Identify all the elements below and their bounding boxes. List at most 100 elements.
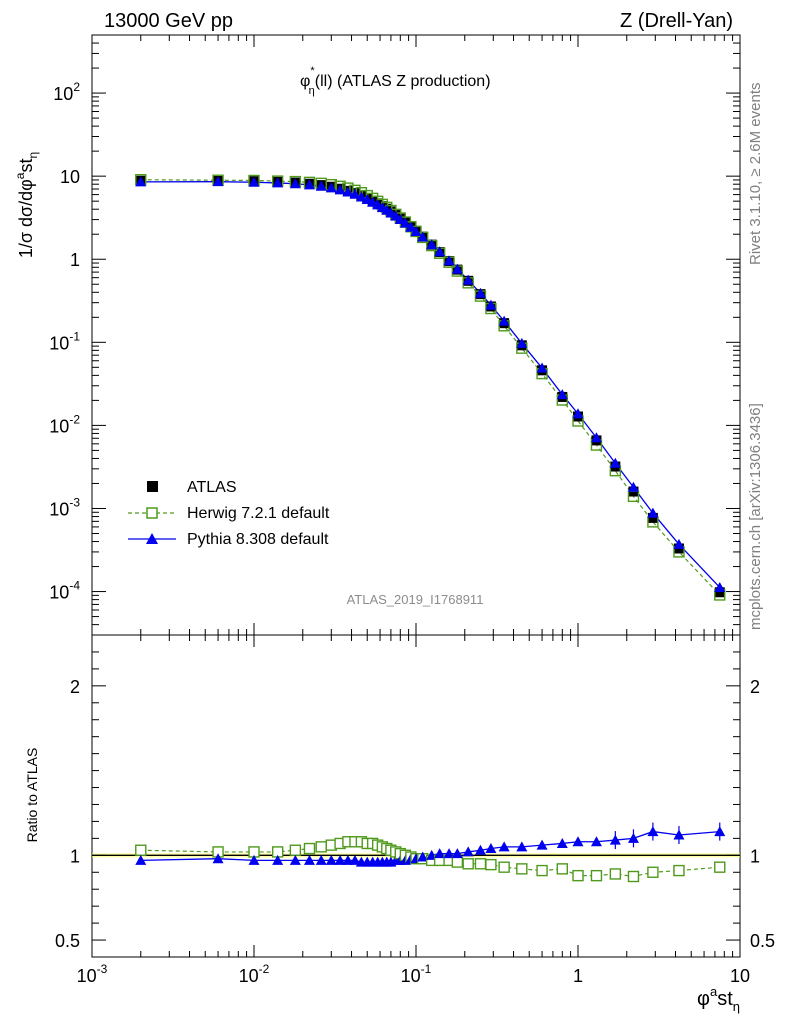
pythia-point [334, 184, 346, 195]
pythia-point [248, 176, 260, 187]
tick-exp: -4 [69, 579, 80, 593]
herwig-ratio-point [135, 844, 147, 856]
tick-base: 1 [70, 250, 80, 270]
pythia-ratio-point [714, 826, 726, 837]
pythia-point [399, 217, 411, 228]
pythia-point [303, 179, 315, 190]
main-y-tick-label: 10 [60, 167, 80, 187]
pythia-point [135, 176, 147, 187]
ratio-y-tick-label-right: 2 [750, 677, 760, 697]
herwig-ratio-point [516, 863, 528, 875]
herwig-ratio-point [462, 858, 474, 870]
x-label-sub: η [733, 999, 740, 1014]
pythia-point [536, 362, 548, 373]
header-process-label: Z (Drell-Yan) [620, 10, 733, 32]
ratio-series-group [135, 822, 726, 883]
tick-exp: -2 [259, 962, 270, 976]
pythia-point [405, 221, 417, 232]
pythia-point [342, 186, 354, 197]
main-y-tick-label: 10-2 [49, 412, 80, 436]
pythia-ratio-point [434, 848, 446, 859]
pythia-point [451, 263, 463, 274]
main-y-axis-label: 1/σ dσ/dφastη [13, 152, 40, 258]
pythia-ratio-point [590, 836, 602, 847]
pythia-ratio-point [135, 854, 147, 865]
pythia-point [462, 274, 474, 285]
y-label-sub: η [26, 152, 40, 159]
pythia-ratio-point [303, 854, 315, 865]
x-tick-label: 1 [573, 966, 583, 986]
rivet-version-label: Rivet 3.1.10, ≥ 2.6M events [747, 83, 764, 266]
tick-base: 10 [401, 966, 421, 986]
tick-exp: -2 [69, 412, 80, 426]
ratio-y-tick-label-right: 1 [750, 846, 760, 866]
pythia-ratio-point [315, 854, 327, 865]
legend-herwig-marker [146, 507, 158, 519]
pythia-point [647, 507, 659, 518]
pythia-ratio-point [342, 854, 354, 865]
pythia-ratio-point [556, 837, 568, 848]
x-label-st: st [717, 988, 733, 1010]
tick-exp: -3 [69, 495, 80, 509]
plot-title-star: * [310, 65, 315, 77]
y-label-main: 1/σ dσ/dφ [16, 179, 36, 258]
pythia-point [673, 538, 685, 549]
ratio-y-axis-label: Ratio to ATLAS [24, 748, 40, 843]
legend-pythia-label: Pythia 8.308 default [187, 531, 329, 548]
pythia-ratio-point [485, 843, 497, 854]
herwig-ratio-point [303, 842, 316, 855]
ratio-plot-frame [91, 634, 741, 958]
tick-exp: -1 [421, 962, 432, 976]
pythia-ratio-point [609, 834, 621, 845]
plot-title-phi: φ [300, 73, 310, 90]
pythia-ratio-point [572, 836, 584, 847]
herwig-ratio-point [590, 869, 603, 882]
pythia-ratio-point [673, 829, 685, 840]
tick-exp: 2 [73, 80, 80, 94]
pythia-point [361, 194, 373, 205]
herwig-ratio-point [315, 841, 327, 853]
pythia-ratio-point [325, 854, 337, 865]
pythia-point [394, 213, 406, 224]
x-axis-label: φastη [697, 984, 740, 1014]
herwig-ratio-point [451, 856, 464, 868]
pythia-ratio-point [212, 853, 224, 864]
ratio-y-tick-label: 2 [70, 677, 80, 697]
pythia-point [556, 389, 568, 400]
tick-base: 10 [49, 583, 69, 603]
pythia-point [627, 481, 639, 492]
plot-title-eta: η [309, 85, 315, 97]
legend-atlas-label: ATLAS [187, 479, 237, 496]
x-tick-label: 10 [730, 966, 750, 986]
x-tick-label: 10-1 [401, 962, 432, 986]
tick-base: 10 [49, 499, 69, 519]
ratio-y-tick-label: 1 [70, 846, 80, 866]
pythia-point [590, 432, 602, 443]
tick-exp: -3 [97, 962, 108, 976]
legend-herwig-label: Herwig 7.2.1 default [187, 505, 330, 522]
analysis-label: ATLAS_2019_I1768911 [347, 592, 484, 607]
pythia-point [434, 246, 446, 257]
pythia-ratio-point [516, 841, 528, 852]
tick-base: 1 [573, 966, 583, 986]
x-tick-labels: 10-3 10-2 10-1 1 10 [77, 962, 750, 986]
main-axis-ticks [91, 34, 740, 636]
ratio-y-tick-label: 0.5 [55, 931, 80, 951]
tick-base: 10 [239, 966, 259, 986]
pythia-ratio-point [462, 846, 474, 857]
plot-title-rest: (ll) (ATLAS Z production) [315, 73, 491, 90]
main-y-tick-label: 10-3 [49, 495, 80, 519]
pythia-ratio-point [474, 844, 486, 855]
main-y-tick-label: 10-1 [49, 329, 80, 353]
pythia-point [355, 191, 367, 202]
herwig-ratio-point [673, 864, 685, 877]
pythia-point [714, 581, 726, 592]
x-label-phi: φ [697, 988, 710, 1010]
herwig-ratio-point [627, 870, 640, 883]
pythia-ratio-point [349, 854, 361, 865]
pythia-point [417, 231, 429, 242]
header-energy-label: 13000 GeV pp [104, 10, 233, 32]
